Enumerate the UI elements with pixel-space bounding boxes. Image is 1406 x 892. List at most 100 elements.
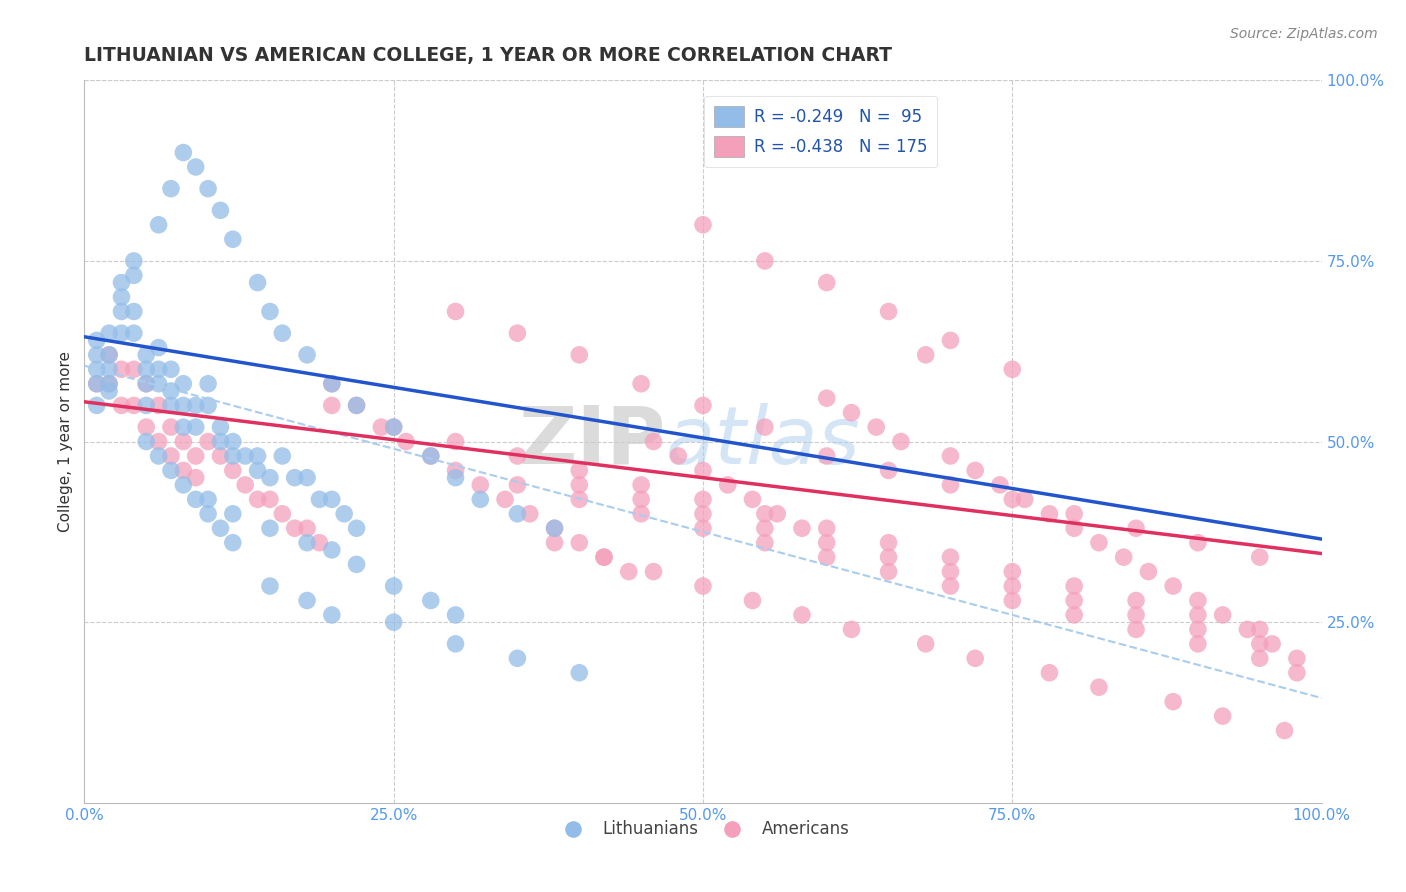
Point: [148, 398, 170, 412]
Point: [148, 218, 170, 232]
Point: [741, 593, 763, 607]
Point: [1161, 695, 1184, 709]
Point: [692, 521, 714, 535]
Point: [593, 550, 616, 565]
Point: [1212, 709, 1234, 723]
Point: [1001, 492, 1024, 507]
Point: [1014, 492, 1036, 507]
Text: ZIP: ZIP: [519, 402, 666, 481]
Point: [148, 376, 170, 391]
Point: [692, 507, 714, 521]
Point: [295, 348, 318, 362]
Point: [568, 478, 591, 492]
Point: [346, 558, 368, 572]
Point: [790, 607, 813, 622]
Point: [160, 449, 183, 463]
Point: [295, 535, 318, 549]
Point: [148, 449, 170, 463]
Point: [259, 304, 281, 318]
Point: [86, 348, 108, 362]
Point: [506, 478, 529, 492]
Point: [419, 449, 441, 463]
Point: [209, 521, 232, 535]
Point: [122, 253, 145, 268]
Point: [1063, 593, 1085, 607]
Point: [1187, 607, 1209, 622]
Point: [172, 145, 194, 160]
Point: [110, 398, 132, 412]
Point: [172, 478, 194, 492]
Point: [815, 391, 838, 405]
Point: [877, 535, 900, 549]
Point: [160, 182, 183, 196]
Point: [110, 362, 132, 376]
Point: [197, 182, 219, 196]
Point: [197, 492, 219, 507]
Point: [98, 376, 121, 391]
Point: [965, 651, 987, 665]
Point: [543, 535, 565, 549]
Point: [568, 535, 591, 549]
Point: [643, 434, 665, 449]
Point: [259, 579, 281, 593]
Point: [122, 362, 145, 376]
Point: [815, 449, 838, 463]
Text: LITHUANIAN VS AMERICAN COLLEGE, 1 YEAR OR MORE CORRELATION CHART: LITHUANIAN VS AMERICAN COLLEGE, 1 YEAR O…: [84, 45, 893, 65]
Point: [914, 637, 936, 651]
Point: [222, 507, 245, 521]
Point: [841, 406, 863, 420]
Point: [1038, 665, 1060, 680]
Point: [172, 420, 194, 434]
Point: [135, 420, 157, 434]
Point: [197, 507, 219, 521]
Point: [382, 579, 405, 593]
Point: [321, 376, 343, 391]
Point: [246, 463, 269, 477]
Point: [197, 398, 219, 412]
Point: [1161, 579, 1184, 593]
Point: [295, 593, 318, 607]
Point: [470, 492, 492, 507]
Point: [148, 362, 170, 376]
Point: [222, 232, 245, 246]
Point: [86, 376, 108, 391]
Point: [233, 478, 256, 492]
Point: [939, 449, 962, 463]
Point: [1212, 607, 1234, 622]
Point: [222, 535, 245, 549]
Point: [86, 376, 108, 391]
Point: [444, 463, 467, 477]
Point: [1038, 507, 1060, 521]
Point: [172, 398, 194, 412]
Point: [1249, 651, 1271, 665]
Point: [1088, 535, 1111, 549]
Point: [939, 334, 962, 348]
Point: [160, 463, 183, 477]
Point: [135, 398, 157, 412]
Point: [815, 521, 838, 535]
Point: [184, 160, 207, 174]
Point: [160, 398, 183, 412]
Point: [370, 420, 392, 434]
Legend: Lithuanians, Americans: Lithuanians, Americans: [550, 814, 856, 845]
Point: [321, 398, 343, 412]
Point: [741, 492, 763, 507]
Point: [172, 463, 194, 477]
Point: [135, 362, 157, 376]
Point: [284, 521, 307, 535]
Point: [135, 348, 157, 362]
Point: [122, 304, 145, 318]
Point: [543, 521, 565, 535]
Point: [110, 290, 132, 304]
Point: [1001, 362, 1024, 376]
Point: [148, 341, 170, 355]
Point: [815, 550, 838, 565]
Point: [890, 434, 912, 449]
Point: [259, 492, 281, 507]
Point: [321, 607, 343, 622]
Point: [519, 507, 541, 521]
Point: [593, 550, 616, 565]
Point: [988, 478, 1011, 492]
Point: [877, 463, 900, 477]
Point: [939, 550, 962, 565]
